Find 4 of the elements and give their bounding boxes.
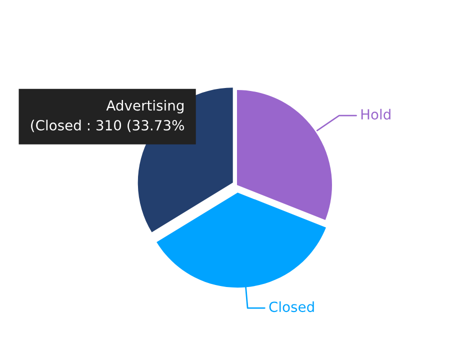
slice-label: Hold: [361, 108, 390, 120]
slice-label: Advertising: [106, 100, 184, 114]
text: (Closed : 310 (33.73%: [31, 120, 184, 132]
slice-label: Closed: [269, 301, 314, 312]
